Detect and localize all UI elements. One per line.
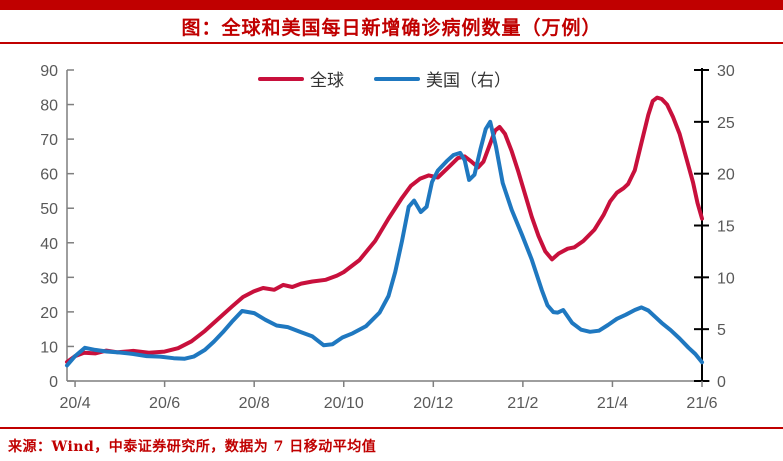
legend-label-us: 美国（右） (426, 71, 511, 91)
global-series-line (65, 95, 704, 364)
legend-label-global: 全球 (310, 71, 344, 91)
global-line-swatch (258, 76, 304, 81)
title-divider-line (0, 42, 783, 44)
top-red-bar (0, 0, 783, 10)
right-axis-tick-label: 5 (717, 322, 726, 339)
left-axis-tick-label: 0 (49, 374, 58, 391)
right-axis-tick-label: 10 (717, 270, 735, 287)
right-axis-tick-label: 30 (717, 63, 735, 80)
us-series-line (65, 119, 704, 368)
left-axis-tick-label: 50 (40, 201, 58, 218)
left-axis-tick-label: 80 (40, 98, 58, 115)
legend-item-us: 美国（右） (374, 66, 511, 91)
legend-item-global: 全球 (258, 66, 344, 91)
source-note: 来源：Wind，中泰证券研究所，数据为 7 日移动平均值 (8, 439, 377, 455)
chart-title: 图：全球和美国每日新增确诊病例数量（万例） (181, 17, 602, 39)
x-axis-tick-label: 21/2 (507, 395, 538, 412)
x-axis-tick-label: 20/10 (324, 395, 364, 412)
left-axis-tick-label: 10 (40, 339, 58, 356)
left-axis-tick-label: 70 (40, 132, 58, 149)
right-axis-tick-label: 0 (717, 374, 726, 391)
left-axis-tick-label: 40 (40, 236, 58, 253)
right-axis-tick-label: 25 (717, 115, 735, 132)
left-axis-tick-label: 90 (40, 63, 58, 80)
x-axis-tick-label: 21/4 (597, 395, 628, 412)
x-axis-tick-label: 21/6 (686, 395, 717, 412)
bottom-divider-line (0, 427, 783, 429)
left-axis-tick-label: 30 (40, 270, 58, 287)
x-axis-tick-label: 20/8 (239, 395, 270, 412)
x-axis-tick-label: 20/12 (413, 395, 453, 412)
left-axis-tick-label: 60 (40, 167, 58, 184)
right-axis-tick-label: 15 (717, 219, 735, 236)
right-axis-tick-label: 20 (717, 167, 735, 184)
left-axis-tick-label: 20 (40, 305, 58, 322)
x-axis-tick-label: 20/4 (59, 395, 90, 412)
chart-legend: 全球 美国（右） (67, 66, 702, 91)
us-line-swatch (374, 76, 420, 81)
x-axis-tick-label: 20/6 (149, 395, 180, 412)
